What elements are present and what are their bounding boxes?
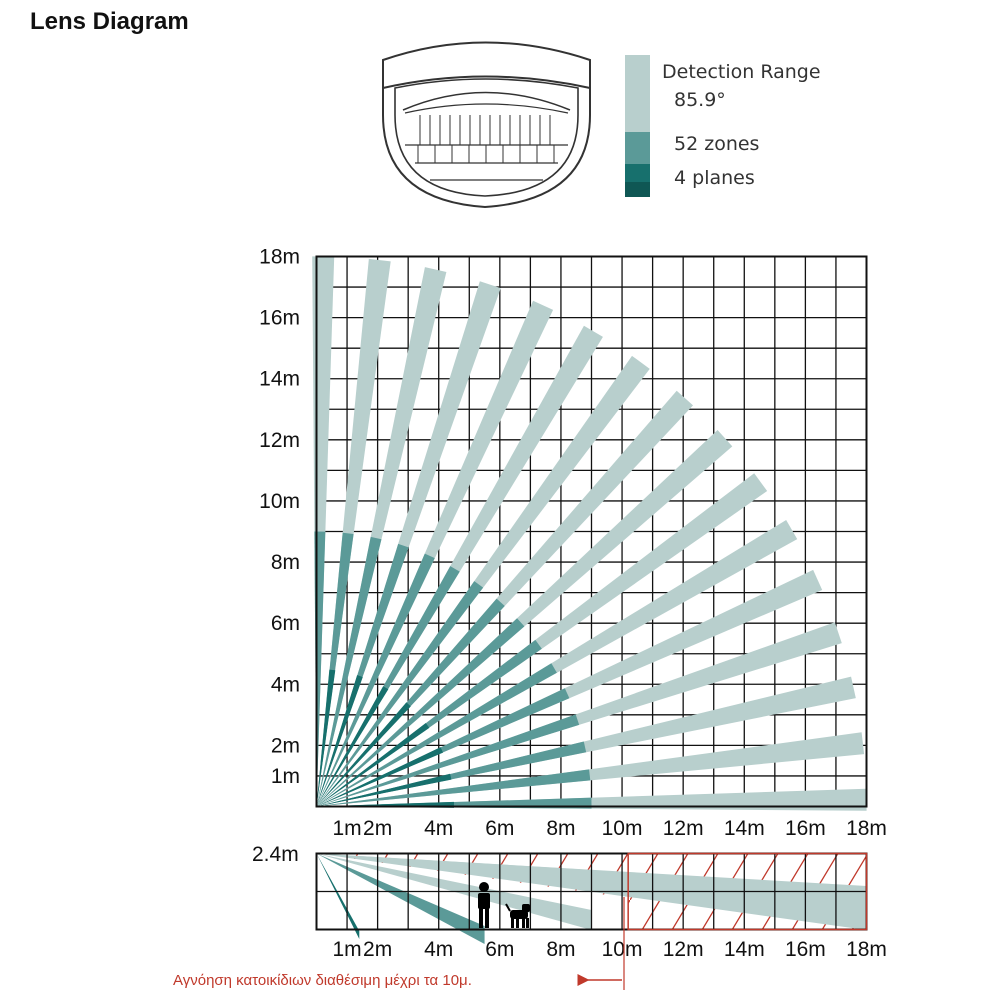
x-tick-label: 4m <box>424 817 453 840</box>
y-tick-label: 18m <box>259 246 300 269</box>
beam-mid <box>316 618 525 807</box>
y-tick-label: 12m <box>259 429 300 452</box>
y-tick-label: 2m <box>271 734 300 757</box>
x-tick-label: 16m <box>785 817 826 840</box>
legend-swatch-far <box>625 55 650 132</box>
detection-range-label: Detection Range <box>662 61 821 83</box>
top-view-frame <box>315 255 868 808</box>
x-tick-label: 10m <box>602 817 643 840</box>
x-tick-label: 18m <box>846 817 887 840</box>
side-beam-upper <box>316 853 592 880</box>
x-tick-label: 12m <box>663 817 704 840</box>
y-tick-label: 16m <box>259 307 300 330</box>
top-view-x-axis: 1m 2m 4m 6m 8m 10m 12m 14m 16m 18m <box>332 817 886 840</box>
x-tick-label: 1m <box>332 817 361 840</box>
side-beam-low <box>316 853 485 944</box>
beam-near <box>316 686 389 807</box>
x-tick-label: 8m <box>546 817 575 840</box>
x-tick-label: 14m <box>724 938 765 961</box>
y-tick-label: 4m <box>271 673 300 696</box>
beam-mid <box>316 769 591 807</box>
dog-icon <box>505 903 530 928</box>
x-tick-label: 10m <box>602 938 643 961</box>
x-tick-label: 2m <box>363 938 392 961</box>
legend: Detection Range 85.9° 52 zones 4 planes <box>625 55 821 197</box>
x-tick-label: 14m <box>724 817 765 840</box>
pet-zone-border <box>627 852 868 931</box>
y-tick-label: 8m <box>271 551 300 574</box>
y-tick-label: 10m <box>259 490 300 513</box>
beam-mid <box>316 663 557 807</box>
sensor-dome-icon <box>382 41 591 209</box>
legend-swatch-nearest <box>625 182 650 197</box>
y-tick-label: 6m <box>271 612 300 635</box>
x-tick-label: 6m <box>485 938 514 961</box>
x-tick-label: 6m <box>485 817 514 840</box>
beam-mid <box>316 581 484 807</box>
side-view-x-axis: 1m 2m 4m 6m 8m 10m 12m 14m 16m 18m <box>332 938 886 961</box>
x-tick-label: 4m <box>424 938 453 961</box>
top-view-beams <box>312 256 867 811</box>
x-tick-label: 8m <box>546 938 575 961</box>
legend-swatch-mid <box>625 132 650 164</box>
beam-near <box>316 722 430 807</box>
x-tick-label: 12m <box>663 938 704 961</box>
top-view-y-axis: 18m 16m 14m 12m 10m 8m 6m 4m 2m 1m <box>259 246 300 788</box>
x-tick-label: 2m <box>363 817 392 840</box>
beam-near <box>316 675 363 807</box>
beam-mid <box>316 536 382 807</box>
page-title: Lens Diagram <box>30 8 189 35</box>
side-beam-floor <box>316 853 360 939</box>
legend-swatch-near <box>625 164 650 182</box>
beam-near <box>316 747 444 807</box>
y-tick-label: 1m <box>271 765 300 788</box>
beam-near <box>316 702 411 807</box>
person-icon <box>478 882 490 928</box>
zones-label: 52 zones <box>674 133 759 155</box>
beam-mid <box>316 553 435 807</box>
detection-angle: 85.9° <box>674 89 726 111</box>
pet-immunity-note: Αγνόηση κατοικίδιων διαθέσιμη μέχρι τα 1… <box>173 972 472 989</box>
side-view-height-label: 2.4m <box>252 843 299 866</box>
x-tick-label: 18m <box>846 938 887 961</box>
planes-label: 4 planes <box>674 167 755 189</box>
x-tick-label: 1m <box>332 938 361 961</box>
beam-near <box>316 669 336 807</box>
y-tick-label: 14m <box>259 368 300 391</box>
x-tick-label: 16m <box>785 938 826 961</box>
beam-mid <box>316 714 580 807</box>
beam-near <box>316 773 452 807</box>
side-view <box>315 852 868 944</box>
